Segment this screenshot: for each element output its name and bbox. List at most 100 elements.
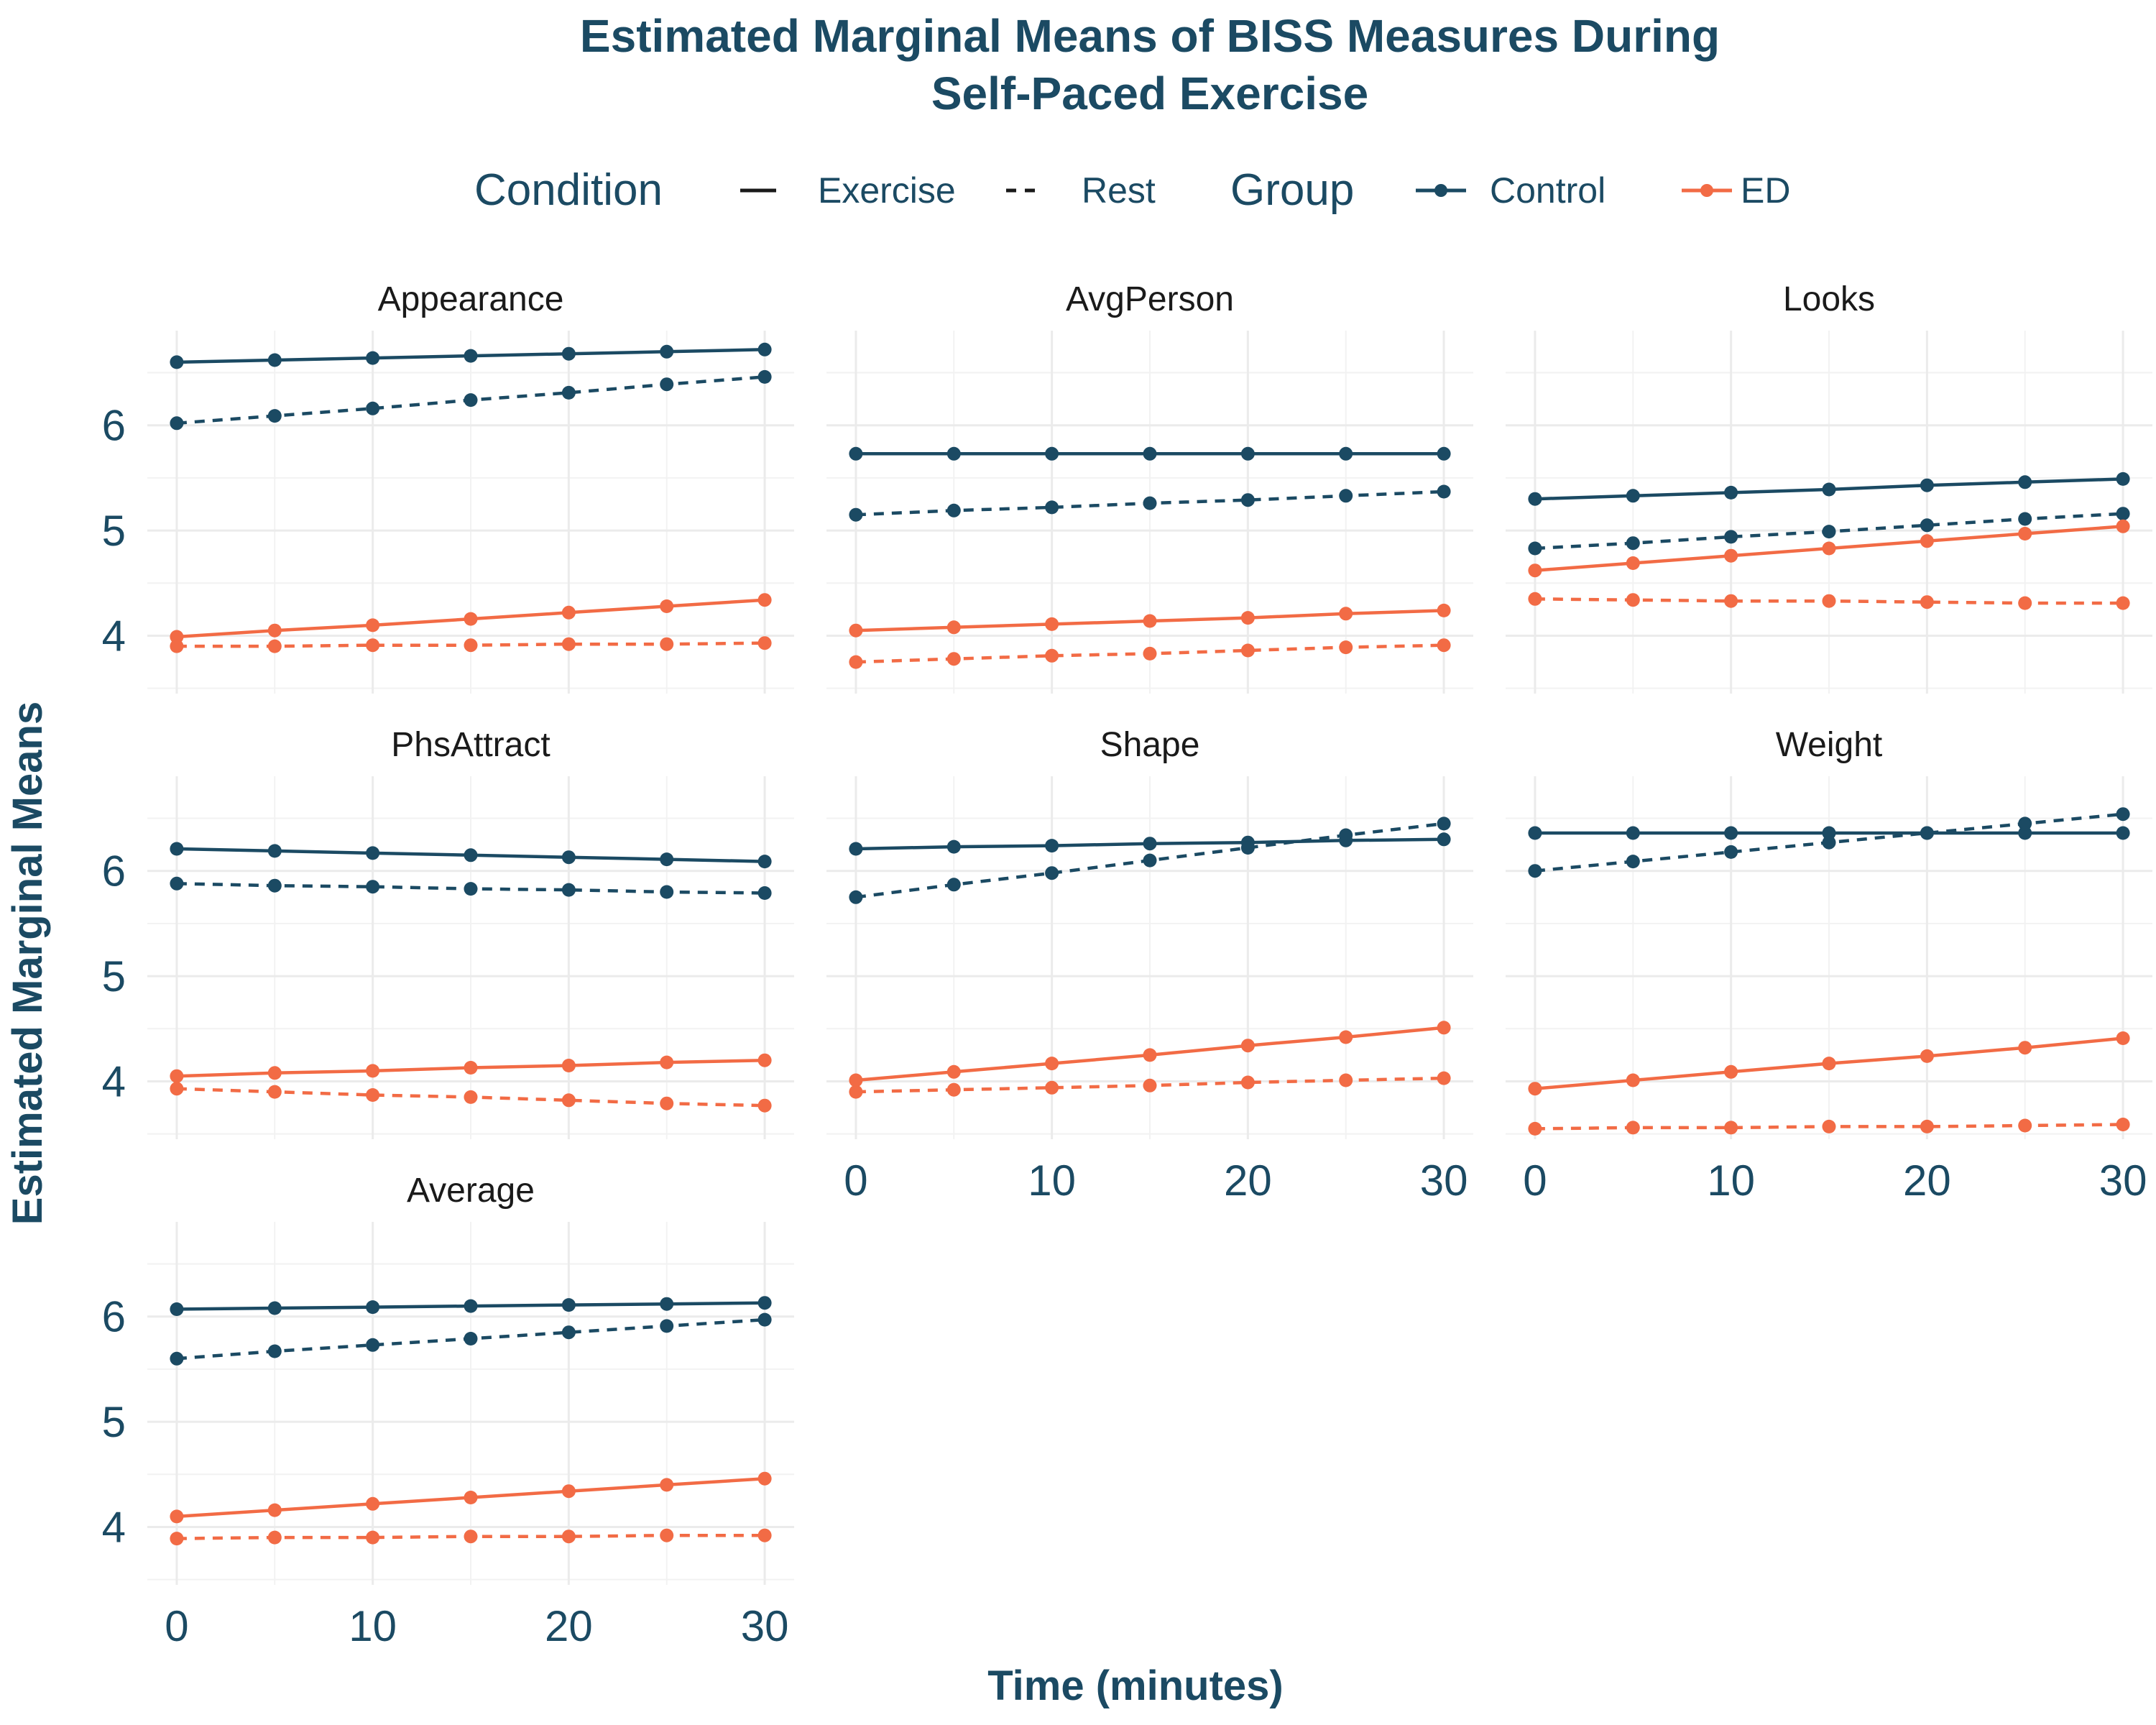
data-point bbox=[1626, 1073, 1640, 1087]
data-point bbox=[366, 1088, 380, 1102]
data-point bbox=[561, 1530, 576, 1544]
data-point bbox=[1822, 594, 1836, 608]
data-point bbox=[366, 1300, 380, 1315]
x-tick-label: 10 bbox=[349, 1602, 397, 1650]
legend-group-title: Group bbox=[1230, 165, 1354, 215]
data-point bbox=[1626, 593, 1640, 607]
data-point bbox=[1626, 826, 1640, 840]
legend-rest-label: Rest bbox=[1082, 170, 1156, 211]
data-point bbox=[757, 1053, 772, 1067]
data-point bbox=[1822, 826, 1836, 840]
data-point bbox=[464, 1299, 478, 1313]
data-point bbox=[946, 1064, 961, 1079]
x-tick-label: 20 bbox=[545, 1602, 593, 1650]
data-point bbox=[1822, 1119, 1836, 1133]
data-point bbox=[849, 890, 863, 904]
series-ed-exercise bbox=[849, 1021, 1451, 1087]
data-point bbox=[267, 409, 282, 423]
data-point bbox=[1437, 446, 1451, 461]
data-point bbox=[660, 344, 674, 359]
panel-label: Weight bbox=[1776, 726, 1883, 764]
data-point bbox=[1920, 478, 1934, 492]
data-point bbox=[757, 342, 772, 356]
panel-phsattract: PhsAttract 4 5 6 bbox=[102, 726, 794, 1139]
x-tick-label: 30 bbox=[741, 1602, 789, 1650]
x-tick-label: 20 bbox=[1903, 1156, 1951, 1205]
data-point bbox=[1240, 1075, 1255, 1090]
series-control-exercise bbox=[170, 842, 772, 869]
data-point bbox=[1143, 496, 1157, 510]
series-control-exercise bbox=[1528, 826, 2130, 840]
data-point bbox=[1045, 446, 1059, 461]
panel-appearance: Appearance 4 5 6 bbox=[102, 280, 794, 694]
data-point bbox=[1143, 853, 1157, 868]
x-tick-label: 10 bbox=[1028, 1156, 1076, 1205]
panel-label: PhsAttract bbox=[391, 726, 550, 764]
data-point bbox=[1528, 492, 1542, 506]
data-point bbox=[660, 1297, 674, 1311]
data-point bbox=[267, 1344, 282, 1358]
data-point bbox=[660, 1478, 674, 1492]
data-point bbox=[2018, 816, 2032, 831]
data-point bbox=[366, 1530, 380, 1545]
x-tick-label: 30 bbox=[2099, 1156, 2147, 1205]
data-point bbox=[2018, 826, 2032, 840]
data-point bbox=[267, 353, 282, 367]
data-point bbox=[946, 446, 961, 461]
data-point bbox=[660, 1319, 674, 1333]
data-point bbox=[464, 612, 478, 626]
data-point bbox=[267, 878, 282, 893]
data-point bbox=[464, 1061, 478, 1075]
x-axis-title: Time (minutes) bbox=[987, 1662, 1283, 1709]
data-point bbox=[946, 620, 961, 635]
legend-control-label: Control bbox=[1490, 170, 1606, 211]
data-point bbox=[170, 630, 184, 644]
data-point bbox=[2018, 512, 2032, 526]
data-point bbox=[1528, 592, 1542, 606]
data-point bbox=[849, 842, 863, 856]
x-tick-label: 10 bbox=[1707, 1156, 1755, 1205]
data-point bbox=[849, 1085, 863, 1099]
legend-ed-label: ED bbox=[1741, 170, 1790, 211]
data-point bbox=[464, 1530, 478, 1544]
data-point bbox=[849, 446, 863, 461]
data-point bbox=[2018, 1118, 2032, 1133]
data-point bbox=[2018, 475, 2032, 489]
data-point bbox=[1822, 1057, 1836, 1071]
data-point bbox=[561, 346, 576, 361]
data-point bbox=[1339, 828, 1353, 842]
y-tick-label: 6 bbox=[102, 402, 126, 450]
data-point bbox=[946, 503, 961, 518]
panel-weight: Weight 0 10 20 30 bbox=[1506, 726, 2152, 1205]
data-point bbox=[1626, 489, 1640, 503]
data-point bbox=[1920, 1119, 1934, 1133]
data-point bbox=[366, 1496, 380, 1511]
data-point bbox=[1240, 1039, 1255, 1053]
data-point bbox=[1143, 446, 1157, 461]
data-point bbox=[1626, 855, 1640, 869]
data-point bbox=[757, 593, 772, 607]
data-point bbox=[849, 655, 863, 669]
data-point bbox=[2116, 519, 2130, 533]
data-point bbox=[170, 876, 184, 891]
data-point bbox=[366, 618, 380, 632]
data-point bbox=[1626, 536, 1640, 551]
data-point bbox=[946, 652, 961, 666]
data-point bbox=[464, 349, 478, 363]
series-control-rest bbox=[170, 876, 772, 900]
data-point bbox=[2116, 596, 2130, 610]
data-point bbox=[1528, 564, 1542, 578]
y-tick-label: 4 bbox=[102, 1503, 126, 1551]
data-point bbox=[267, 1503, 282, 1517]
data-point bbox=[170, 842, 184, 856]
series-control-rest bbox=[1528, 807, 2130, 878]
data-point bbox=[660, 1096, 674, 1110]
data-point bbox=[464, 1090, 478, 1104]
y-tick-label: 6 bbox=[102, 847, 126, 896]
data-point bbox=[757, 1528, 772, 1542]
series-ed-exercise bbox=[170, 593, 772, 644]
data-point bbox=[849, 507, 863, 522]
data-point bbox=[1822, 525, 1836, 539]
data-point bbox=[2116, 826, 2130, 840]
